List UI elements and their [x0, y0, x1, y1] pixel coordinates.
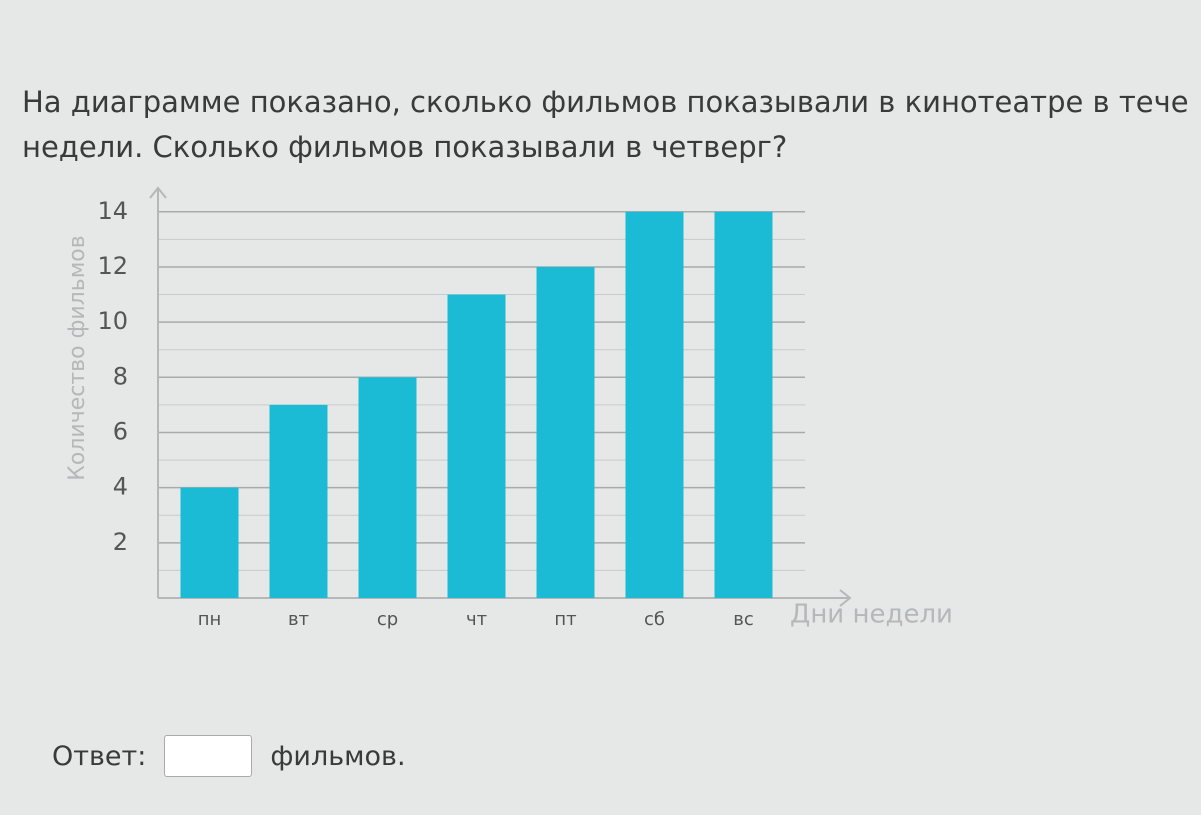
y-axis-arrow: [149, 186, 167, 199]
x-tick-label: ср: [377, 609, 398, 630]
y-tick-label: 12: [97, 252, 128, 280]
question-line: На диаграмме показано, сколько фильмов п…: [22, 85, 1189, 119]
y-tick-label: 14: [97, 197, 128, 225]
answer-label: Ответ:: [52, 740, 147, 772]
x-tick-label: пн: [198, 609, 222, 630]
bar: [447, 294, 506, 598]
bar: [358, 377, 417, 598]
bar: [714, 211, 773, 599]
answer-input[interactable]: [164, 735, 253, 777]
bar: [536, 266, 595, 598]
answer-row: Ответ: фильмов.: [52, 735, 406, 777]
y-tick-label: 10: [97, 307, 128, 335]
x-tick-label: сб: [644, 609, 665, 630]
x-tick-label: пт: [554, 609, 576, 630]
x-tick-label: чт: [466, 609, 487, 630]
y-tick-label: 4: [113, 473, 128, 501]
bar: [625, 211, 684, 599]
y-tick-label: 8: [113, 362, 128, 390]
x-tick-label: вт: [288, 609, 309, 630]
x-axis-arrow: [839, 589, 852, 607]
y-tick-label: 6: [113, 417, 128, 445]
question-line: недели. Сколько фильмов показывали в чет…: [22, 130, 788, 164]
bar: [269, 404, 328, 598]
chart: Количество фильмов Дни недели 2 4 6 8 10 12 14…: [65, 186, 953, 630]
answer-unit: фильмов.: [270, 740, 406, 772]
x-tick-label: вс: [733, 609, 754, 630]
y-tick-label: 2: [113, 528, 128, 556]
bar: [180, 487, 239, 598]
y-axis-label: Количество фильмов: [65, 235, 90, 480]
x-axis-label: Дни недели: [790, 600, 953, 630]
